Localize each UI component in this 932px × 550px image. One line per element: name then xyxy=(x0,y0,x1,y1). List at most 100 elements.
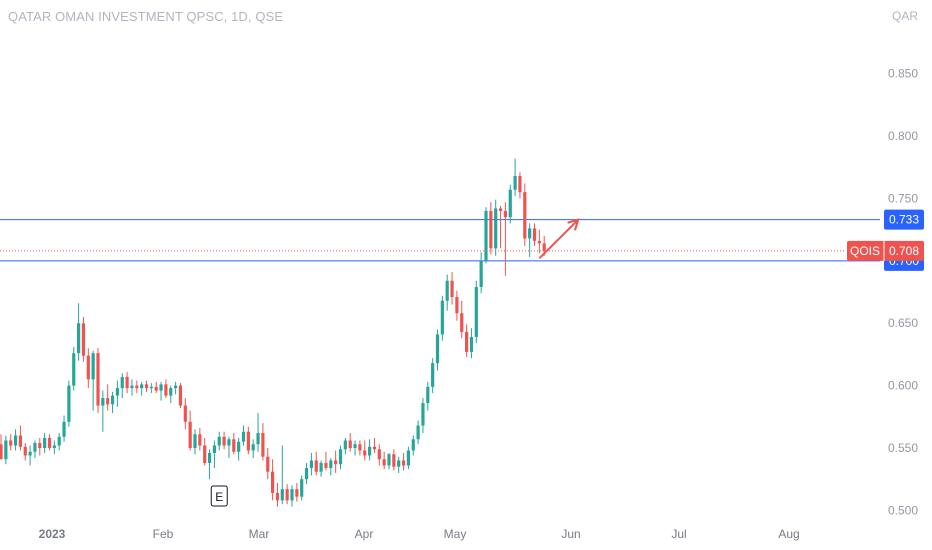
candle xyxy=(198,428,202,451)
candle xyxy=(169,385,173,404)
candle xyxy=(503,202,507,276)
candle xyxy=(241,425,246,446)
y-tick-label: 0.500 xyxy=(888,503,918,517)
candle xyxy=(86,348,90,389)
level-tag-0: 0.733 xyxy=(884,209,924,230)
candle-body xyxy=(33,443,37,452)
candle xyxy=(67,380,71,427)
candle xyxy=(338,445,343,470)
candle-body xyxy=(363,450,367,456)
candle xyxy=(494,199,498,256)
candle xyxy=(469,328,474,359)
candle-body xyxy=(135,385,139,389)
last-price-label: 0.708 xyxy=(889,244,919,258)
candle xyxy=(271,459,275,501)
candle-body xyxy=(47,438,52,448)
candle-body xyxy=(343,440,347,450)
candle-body xyxy=(174,385,178,389)
candle xyxy=(489,202,493,255)
candle xyxy=(203,438,207,466)
candle-body xyxy=(518,175,522,193)
candle-body xyxy=(392,454,396,467)
candle-body xyxy=(266,456,270,472)
candle-body xyxy=(28,451,32,456)
candle xyxy=(523,183,527,246)
candle-body xyxy=(532,228,537,241)
candle-body xyxy=(401,460,406,466)
candle xyxy=(227,436,231,458)
candle xyxy=(377,444,381,466)
candle xyxy=(484,207,488,264)
candle xyxy=(212,440,216,468)
candle-body xyxy=(256,433,260,445)
candle-body xyxy=(484,210,488,261)
candle-body xyxy=(440,300,444,335)
candle xyxy=(115,380,119,407)
candles xyxy=(0,158,546,507)
candle-body xyxy=(285,489,289,501)
candle-body xyxy=(450,280,454,298)
y-tick-label: 0.600 xyxy=(888,379,918,393)
candle xyxy=(77,303,81,361)
x-tick-label: Aug xyxy=(778,527,799,541)
candle xyxy=(411,435,415,456)
arrow-drawing xyxy=(538,218,580,260)
candle xyxy=(183,398,187,430)
candle-body xyxy=(203,445,207,463)
candle-body xyxy=(300,479,304,497)
candle xyxy=(416,420,420,445)
chart-title: QATAR OMAN INVESTMENT QPSC, 1D, QSE xyxy=(8,9,284,24)
candle-body xyxy=(334,460,338,465)
candle-body xyxy=(52,445,56,448)
candle xyxy=(110,391,115,414)
candle-body xyxy=(217,436,221,446)
currency-label: QAR xyxy=(891,9,918,23)
candle-body xyxy=(106,398,110,405)
candle xyxy=(140,381,144,396)
candle-body xyxy=(348,440,352,448)
candle xyxy=(295,482,299,502)
candle-body xyxy=(183,405,187,422)
earnings-marker-box xyxy=(210,485,228,507)
x-tick-label: Apr xyxy=(355,527,374,541)
candle-body xyxy=(178,385,183,406)
candle-body xyxy=(421,403,425,426)
candle-body xyxy=(309,460,313,468)
candle xyxy=(217,431,221,451)
candle-body xyxy=(251,444,255,451)
candle-body xyxy=(62,421,66,437)
candle-body xyxy=(358,444,362,451)
candle xyxy=(498,205,503,249)
candle xyxy=(9,434,13,451)
candle-body xyxy=(110,395,115,405)
price-tags: 0.7330.700QOIS0.708 xyxy=(847,209,924,271)
candle xyxy=(159,381,163,401)
candle xyxy=(460,300,464,339)
candle-body xyxy=(479,260,483,288)
candle-body xyxy=(523,192,527,239)
candle xyxy=(304,462,309,485)
candle xyxy=(455,290,459,321)
candle-body xyxy=(222,436,226,446)
candle-body xyxy=(38,443,42,448)
candle xyxy=(47,434,52,451)
candle-body xyxy=(460,313,464,332)
candle-body xyxy=(86,355,90,380)
candle-body xyxy=(43,438,47,448)
candle xyxy=(300,475,304,501)
candle xyxy=(251,439,255,458)
candle xyxy=(290,485,294,507)
x-tick-label: May xyxy=(444,527,467,541)
candle xyxy=(57,433,61,451)
level-tag-text: 0.733 xyxy=(889,213,919,227)
y-tick-label: 0.550 xyxy=(888,441,918,455)
candle xyxy=(397,456,401,473)
candle-body xyxy=(169,388,173,396)
candle xyxy=(479,252,483,294)
symbol-label: QOIS xyxy=(850,244,880,258)
candle-body xyxy=(72,353,76,386)
candle-body xyxy=(397,460,401,467)
candle xyxy=(28,445,32,466)
candle xyxy=(52,440,56,455)
